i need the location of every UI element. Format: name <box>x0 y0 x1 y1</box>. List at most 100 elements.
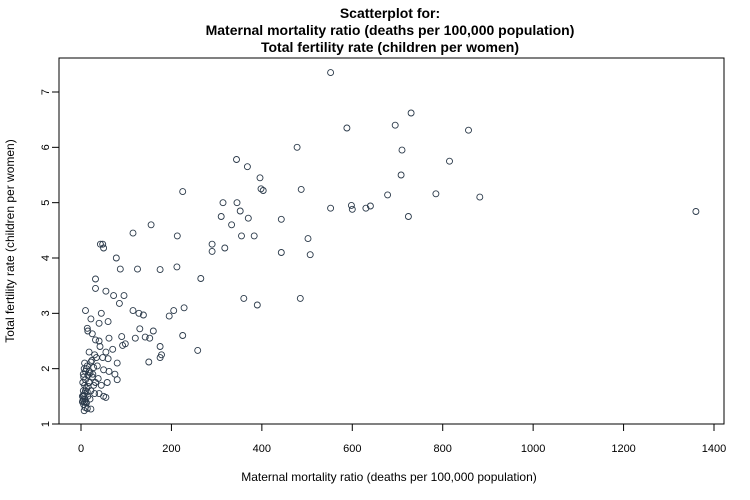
data-point <box>208 247 216 255</box>
data-point <box>92 336 99 344</box>
x-tick-label: 400 <box>253 443 271 455</box>
data-point <box>476 193 484 201</box>
y-tick-label: 4 <box>40 255 52 261</box>
data-point <box>83 324 91 332</box>
data-point <box>384 191 392 199</box>
x-axis: 0 200 400 600 800 1000 1200 1400 <box>78 423 726 455</box>
data-point <box>120 292 128 300</box>
data-point <box>112 254 120 262</box>
x-tick-label: 0 <box>78 443 84 455</box>
data-point <box>257 185 265 193</box>
data-point <box>179 332 187 339</box>
data-point <box>93 362 101 370</box>
data-point <box>173 232 181 240</box>
y-axis: 1 2 3 4 5 6 7 <box>40 89 60 427</box>
data-point <box>304 235 312 243</box>
data-point <box>104 355 112 363</box>
data-point <box>197 275 205 282</box>
data-point <box>87 315 95 323</box>
data-point <box>240 294 248 302</box>
data-point <box>85 348 93 356</box>
data-point <box>165 312 173 320</box>
data-point <box>259 187 267 194</box>
chart-title-line-1: Scatterplot for: <box>339 5 441 21</box>
data-point <box>131 334 139 342</box>
data-point <box>134 265 141 273</box>
data-point <box>113 359 121 367</box>
data-point <box>407 109 415 117</box>
data-point <box>139 311 147 319</box>
x-tick-label: 200 <box>162 443 180 455</box>
data-point <box>91 390 99 398</box>
data-point <box>327 69 335 77</box>
data-point <box>129 307 137 315</box>
chart-title-line-2: Maternal mortality ratio (deaths per 100… <box>205 22 575 38</box>
data-point <box>105 334 113 342</box>
data-point <box>110 292 118 300</box>
x-tick-label: 1200 <box>611 443 635 455</box>
data-point <box>173 263 181 271</box>
data-point <box>113 376 121 384</box>
data-point <box>244 214 252 222</box>
x-axis-label: Maternal mortality ratio (deaths per 100… <box>241 470 537 484</box>
data-point <box>80 373 88 381</box>
data-point <box>253 301 261 309</box>
data-point <box>116 265 124 273</box>
data-point <box>87 358 95 366</box>
data-point <box>97 309 105 317</box>
data-point <box>80 407 88 415</box>
chart-title: Scatterplot for: Maternal mortality rati… <box>0 5 750 56</box>
data-point <box>297 185 305 193</box>
data-point <box>156 343 164 350</box>
data-point <box>92 379 99 386</box>
data-point <box>233 199 241 207</box>
data-point <box>366 202 374 210</box>
data-point <box>208 240 216 248</box>
data-point <box>100 244 108 252</box>
x-tick-label: 1400 <box>702 443 726 455</box>
data-point <box>238 232 245 240</box>
y-tick-label: 3 <box>40 310 52 316</box>
data-point <box>250 232 258 240</box>
data-point <box>146 334 154 342</box>
data-point <box>78 398 86 406</box>
data-point <box>277 215 285 223</box>
y-tick-label: 5 <box>40 200 52 206</box>
data-point <box>102 348 110 356</box>
data-point <box>92 354 100 362</box>
data-point <box>82 398 90 406</box>
data-point <box>92 275 99 283</box>
data-point <box>347 201 355 209</box>
data-point <box>217 213 225 220</box>
x-tick-label: 600 <box>343 443 361 455</box>
y-axis-label: Total fertility rate (children per women… <box>3 139 17 342</box>
data-point <box>446 157 453 165</box>
data-point <box>109 345 117 353</box>
data-point <box>103 379 111 386</box>
chart-title-line-3: Total fertility rate (children per women… <box>260 39 519 55</box>
data-point <box>95 390 103 398</box>
data-point <box>243 163 251 171</box>
data-point <box>233 156 240 163</box>
data-point <box>306 251 314 259</box>
y-tick-label: 6 <box>40 144 52 150</box>
y-tick-label: 1 <box>40 421 52 427</box>
plot-frame <box>58 57 725 425</box>
data-point <box>432 190 440 198</box>
data-point <box>95 319 103 327</box>
data-point <box>96 343 104 350</box>
data-point <box>95 337 103 345</box>
data-point <box>228 221 236 229</box>
data-point <box>256 174 264 182</box>
data-point <box>115 299 123 307</box>
data-point <box>397 171 405 179</box>
data-point <box>105 367 113 375</box>
data-point <box>277 249 285 256</box>
x-tick-label: 1000 <box>521 443 545 455</box>
data-point <box>92 284 99 292</box>
y-tick-label: 7 <box>40 89 52 95</box>
data-point <box>83 388 91 396</box>
data-point <box>221 244 229 252</box>
data-point <box>145 358 153 366</box>
